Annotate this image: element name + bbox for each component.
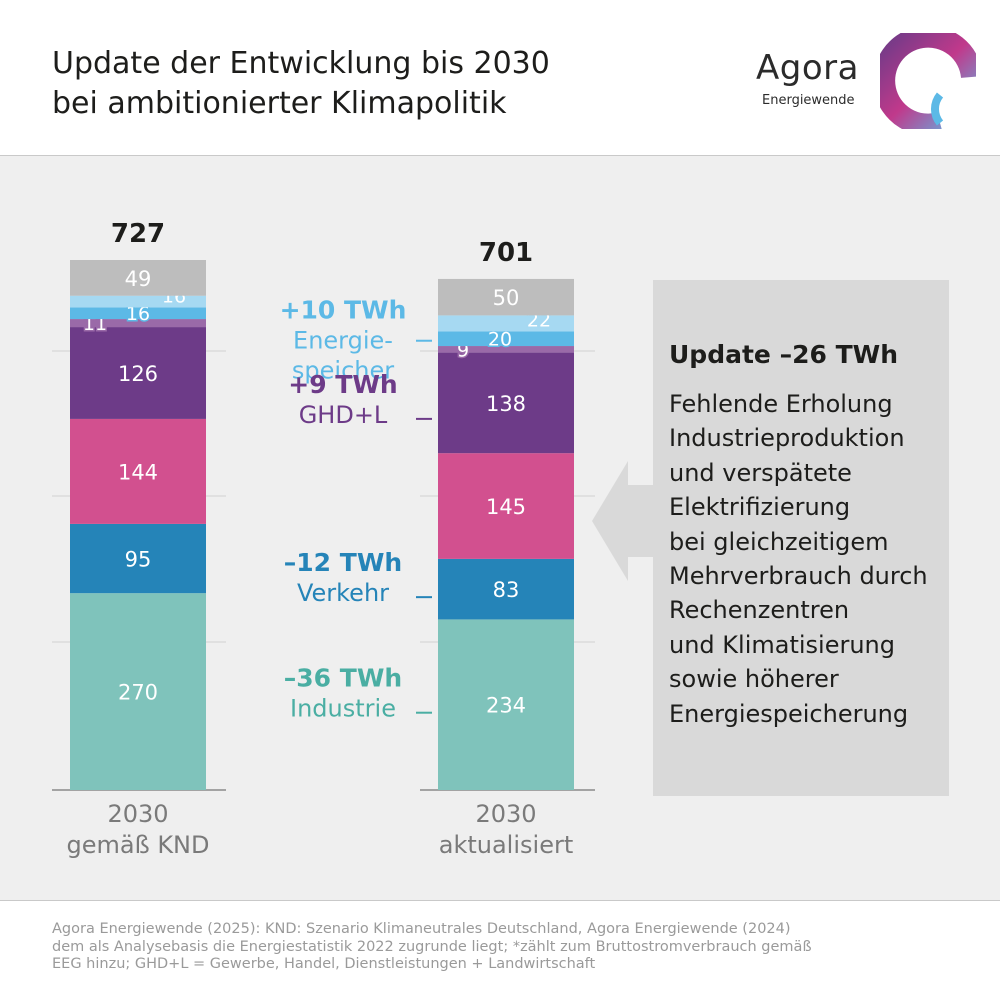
x-tick-label: gemäß KND xyxy=(66,831,209,859)
annotation-label: Energie- xyxy=(293,327,393,355)
annotation-label: Verkehr xyxy=(297,579,389,607)
bar-value-label: 49 xyxy=(125,267,152,291)
bar-value-label: 144 xyxy=(118,460,158,484)
update-line: Fehlende Erholung xyxy=(669,390,893,418)
update-line: sowie höherer xyxy=(669,665,839,694)
bar-segment xyxy=(438,315,574,332)
annotation-label: Industrie xyxy=(290,695,396,723)
bar-segment xyxy=(70,260,206,296)
bar-segment xyxy=(438,352,574,454)
update-panel: Update –26 TWh Fehlende Erholung Industr… xyxy=(653,280,949,796)
update-line: Elektrifizierung xyxy=(669,493,851,522)
bar-total-label: 727 xyxy=(111,219,165,249)
bar-value-label: 234 xyxy=(486,694,526,718)
bar-total-label: 701 xyxy=(479,238,533,268)
update-line: Mehrverbrauch durch xyxy=(669,562,928,591)
bar-value-label: 138 xyxy=(486,392,526,416)
source-line-2: dem als Analysebasis die Energiestatisti… xyxy=(52,938,812,955)
update-line: bei gleichzeitigem xyxy=(669,527,889,556)
annotation-delta: –12 TWh xyxy=(284,548,402,577)
update-line: und Klimatisierung xyxy=(669,630,895,659)
bar-value-label: 95 xyxy=(125,548,152,572)
bar-segment xyxy=(70,418,206,524)
logo-subtitle: Energiewende xyxy=(762,93,855,108)
bar-value-label: 270 xyxy=(118,681,158,705)
update-line: Rechenzentren xyxy=(669,596,850,625)
bar-segment xyxy=(70,523,206,594)
bar-segment xyxy=(70,307,206,320)
annotation-delta: +10 TWh xyxy=(280,296,407,325)
bar-segment xyxy=(70,319,206,328)
x-tick-label: 2030 xyxy=(475,800,536,828)
title-line-2: bei ambitionierter Klimapolitik xyxy=(52,86,507,121)
bar-segment xyxy=(438,278,574,316)
source-note: Agora Energiewende (2025): KND: Szenario… xyxy=(52,921,972,974)
x-tick-label: 2030 xyxy=(107,800,168,828)
annotation-label: speicher xyxy=(292,357,394,385)
bar-segment xyxy=(438,346,574,353)
bar-segment xyxy=(438,453,574,559)
update-description: Fehlende Erholung Industrieproduktion un… xyxy=(669,387,949,731)
bar-segment xyxy=(70,295,206,308)
title-line-1: Update der Entwicklung bis 2030 xyxy=(52,46,550,81)
annotation-delta: +9 TWh xyxy=(288,370,397,399)
bar-value-label: 83 xyxy=(493,578,520,602)
update-arrow-icon xyxy=(592,461,660,581)
bar-segment xyxy=(438,558,574,620)
logo-wordmark: Agora xyxy=(756,48,859,88)
update-line: Energiespeicherung xyxy=(669,699,909,728)
page-title: Update der Entwicklung bis 2030 bei ambi… xyxy=(52,44,652,124)
annotation-delta: –36 TWh xyxy=(284,664,402,693)
bar-segment xyxy=(438,619,574,790)
annotation-label: GHD+L xyxy=(299,401,388,429)
update-title: Update –26 TWh xyxy=(669,340,898,369)
update-line: und verspätete xyxy=(669,458,852,487)
bar-segment xyxy=(70,327,206,419)
source-line-1: Agora Energiewende (2025): KND: Szenario… xyxy=(52,921,791,937)
bar-value-label: 20 xyxy=(488,329,512,351)
footer: Agora Energiewende (2025): KND: Szenario… xyxy=(0,900,1000,1001)
bar-value-label: 126 xyxy=(118,362,158,386)
bar-segment xyxy=(70,593,206,790)
bar-segment xyxy=(438,331,574,347)
header: Update der Entwicklung bis 2030 bei ambi… xyxy=(0,0,1000,156)
update-line: Industrieproduktion xyxy=(669,424,905,453)
bar-value-label: 145 xyxy=(486,495,526,519)
chart-area: 270 95 144 126 11 16 16 49 727 2030 gemäß KND 234 83… xyxy=(0,156,1000,900)
bar-value-label: 50 xyxy=(493,286,520,310)
source-line-3: EEG hinzu; GHD+L = Gewerbe, Handel, Dien… xyxy=(52,956,596,972)
x-tick-label: aktualisiert xyxy=(439,831,573,859)
agora-logo-icon xyxy=(880,33,976,129)
